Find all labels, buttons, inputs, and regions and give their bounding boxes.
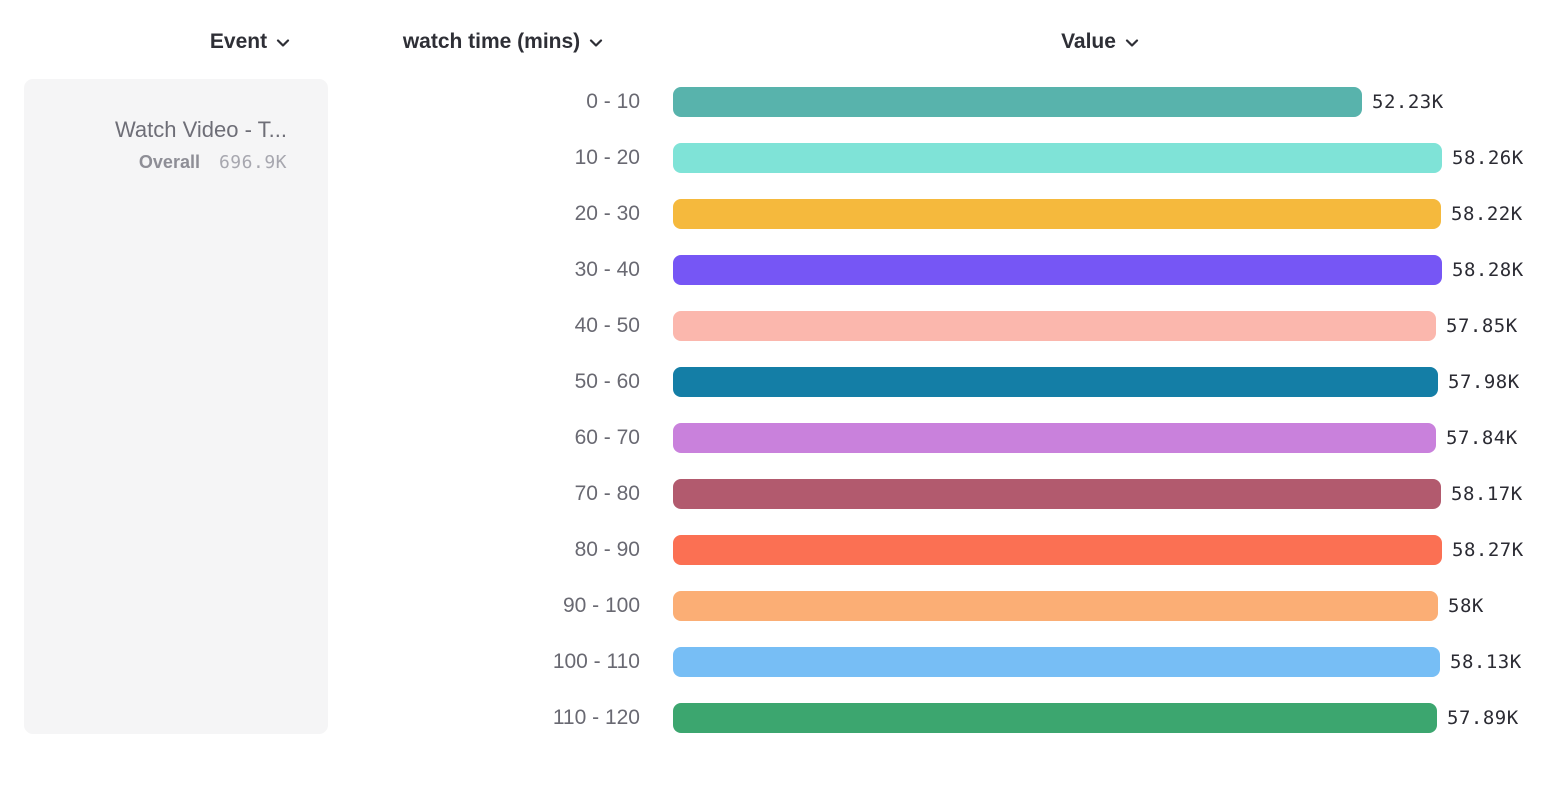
- bar-segment[interactable]: [673, 367, 1438, 397]
- bar-value-label: 58.22K: [1451, 203, 1523, 225]
- bucket-label: 20 - 30: [574, 202, 640, 225]
- bar-value-label: 52.23K: [1372, 91, 1444, 113]
- event-overall-row: Overall 696.9K: [36, 152, 287, 173]
- bar-value-label: 58.26K: [1452, 147, 1524, 169]
- bucket-label: 110 - 120: [552, 706, 640, 729]
- chart-row: 20 - 30 58.22K: [0, 186, 1568, 242]
- column-header-watch-time[interactable]: watch time (mins): [353, 26, 653, 58]
- chart-row: 110 - 120 57.89K: [0, 690, 1568, 746]
- chart-row: 40 - 50 57.85K: [0, 298, 1568, 354]
- bar-value-label: 57.84K: [1446, 427, 1518, 449]
- event-card[interactable]: Watch Video - T... Overall 696.9K: [24, 79, 328, 734]
- bar-value-label: 57.98K: [1448, 371, 1520, 393]
- bar-area: 58.13K: [673, 647, 1568, 677]
- chart-row: 10 - 20 58.26K: [0, 130, 1568, 186]
- bar-value-label: 57.89K: [1447, 707, 1519, 729]
- bar-area: 57.89K: [673, 703, 1568, 733]
- bucket-label: 90 - 100: [562, 594, 640, 617]
- chart-row: 100 - 110 58.13K: [0, 634, 1568, 690]
- bar-segment[interactable]: [673, 647, 1440, 677]
- column-header-value[interactable]: Value: [950, 26, 1250, 58]
- bar-area: 52.23K: [673, 87, 1568, 117]
- chart-row: 80 - 90 58.27K: [0, 522, 1568, 578]
- bucket-label: 40 - 50: [574, 314, 640, 337]
- chart-row: 70 - 80 58.17K: [0, 466, 1568, 522]
- bucket-label: 50 - 60: [574, 370, 640, 393]
- column-header-watch-time-label: watch time (mins): [402, 30, 581, 53]
- chart-row: 50 - 60 57.98K: [0, 354, 1568, 410]
- bar-segment[interactable]: [673, 535, 1442, 565]
- column-header-event[interactable]: Event: [150, 26, 350, 58]
- overall-value: 696.9K: [218, 152, 287, 173]
- bucket-label: 80 - 90: [574, 538, 640, 561]
- bar-value-label: 58.13K: [1450, 651, 1522, 673]
- bar-segment[interactable]: [673, 591, 1438, 621]
- bucket-label: 100 - 110: [552, 650, 640, 673]
- bucket-label: 30 - 40: [574, 258, 640, 281]
- bar-value-label: 57.85K: [1446, 315, 1518, 337]
- chart-row: 90 - 100 58K: [0, 578, 1568, 634]
- bar-value-label: 58K: [1448, 595, 1484, 617]
- chevron-down-icon: [589, 39, 603, 48]
- bar-segment[interactable]: [673, 199, 1441, 229]
- bar-area: 58.26K: [673, 143, 1568, 173]
- bar-segment[interactable]: [673, 423, 1436, 453]
- bar-area: 58.28K: [673, 255, 1568, 285]
- bucket-label: 10 - 20: [574, 146, 640, 169]
- bar-segment[interactable]: [673, 255, 1442, 285]
- event-title: Watch Video - T...: [114, 117, 287, 142]
- bucket-label: 70 - 80: [574, 482, 640, 505]
- bar-area: 58.17K: [673, 479, 1568, 509]
- bar-area: 58.22K: [673, 199, 1568, 229]
- chevron-down-icon: [1125, 39, 1139, 48]
- bar-segment[interactable]: [673, 703, 1437, 733]
- bar-area: 57.85K: [673, 311, 1568, 341]
- bar-segment[interactable]: [673, 87, 1362, 117]
- chart-row: 30 - 40 58.28K: [0, 242, 1568, 298]
- bar-segment[interactable]: [673, 143, 1442, 173]
- column-headers: Event watch time (mins) Value: [0, 26, 1568, 58]
- bar-value-label: 58.28K: [1452, 259, 1524, 281]
- bar-segment[interactable]: [673, 479, 1441, 509]
- chevron-down-icon: [276, 39, 290, 48]
- chart-row: 0 - 10 52.23K: [0, 74, 1568, 130]
- bar-value-label: 58.17K: [1451, 483, 1523, 505]
- bar-area: 57.84K: [673, 423, 1568, 453]
- bar-area: 58K: [673, 591, 1568, 621]
- bar-value-label: 58.27K: [1452, 539, 1524, 561]
- bucket-label: 0 - 10: [586, 90, 640, 113]
- bar-area: 57.98K: [673, 367, 1568, 397]
- bar-chart-rows: 0 - 10 52.23K 10 - 20 58.26K 20 - 30 58.…: [0, 74, 1568, 746]
- bar-area: 58.27K: [673, 535, 1568, 565]
- overall-label: Overall: [138, 152, 200, 172]
- chart-row: 60 - 70 57.84K: [0, 410, 1568, 466]
- column-header-event-label: Event: [209, 30, 268, 53]
- column-header-value-label: Value: [1061, 30, 1116, 53]
- bucket-label: 60 - 70: [574, 426, 640, 449]
- bar-segment[interactable]: [673, 311, 1436, 341]
